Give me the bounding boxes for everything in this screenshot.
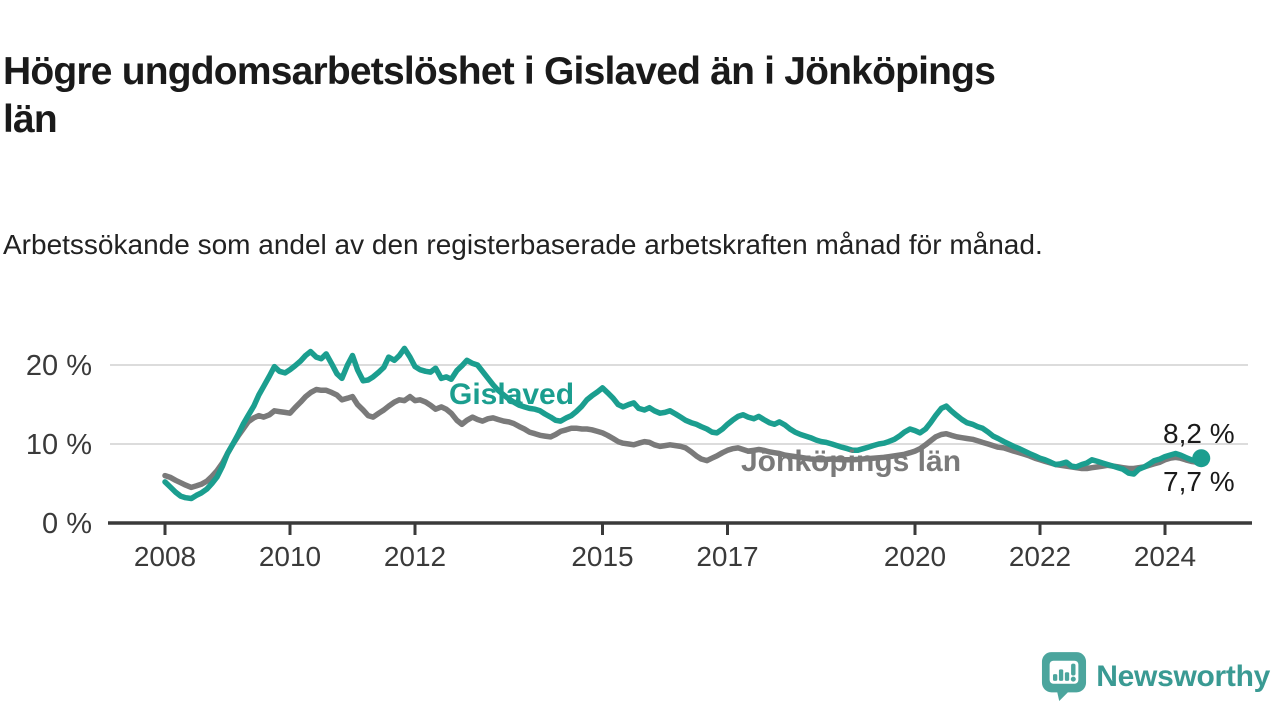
chart-y-axis-labels: 0 % 10 % 20 % — [26, 350, 92, 540]
x-tick-label-2020: 2020 — [884, 541, 946, 572]
page-subtitle: Arbetssökande som andel av den registerb… — [3, 229, 1043, 260]
x-tick-label-2022: 2022 — [1009, 541, 1071, 572]
x-tick-label-2024: 2024 — [1134, 541, 1196, 572]
brand-name: Newsworthy — [1096, 659, 1270, 693]
end-value-label-gislaved: 8,2 % — [1163, 418, 1235, 449]
line-jonkopings-lan — [162, 386, 1204, 491]
end-point-dot-gislaved — [1192, 449, 1211, 468]
line-gislaved — [162, 345, 1204, 502]
logo-bar-small — [1053, 674, 1058, 681]
x-tick-label-2012: 2012 — [384, 541, 446, 572]
newsworthy-logo: Newsworthy — [1041, 651, 1270, 702]
chart-series-lines — [162, 345, 1211, 502]
y-tick-label-20: 20 % — [26, 350, 92, 382]
y-tick-label-0: 0 % — [42, 508, 92, 540]
logo-exclamation-dot — [1071, 676, 1077, 682]
x-tick-label-2010: 2010 — [259, 541, 321, 572]
logo-bar-tall — [1059, 669, 1064, 681]
logo-exclamation-bar — [1071, 663, 1076, 676]
series-label-jonkopings-lan: Jönköpings län — [741, 445, 961, 478]
series-label-gislaved: Gislaved — [449, 378, 574, 411]
chart-x-axis: 2008 2010 2012 2015 2017 2020 2022 2024 — [108, 521, 1252, 572]
x-tick-label-2015: 2015 — [571, 541, 633, 572]
page-title: Högre ungdomsarbetslöshet i Gislaved än … — [3, 50, 996, 142]
newsworthy-speech-bubble-icon — [1042, 652, 1087, 701]
x-tick-label-2017: 2017 — [696, 541, 758, 572]
y-tick-label-10: 10 % — [26, 429, 92, 461]
chart-gridlines — [110, 364, 1248, 445]
logo-bar-medium — [1065, 672, 1070, 681]
x-tick-label-2008: 2008 — [134, 541, 196, 572]
end-value-label-jonkopings-lan: 7,7 % — [1163, 466, 1235, 497]
